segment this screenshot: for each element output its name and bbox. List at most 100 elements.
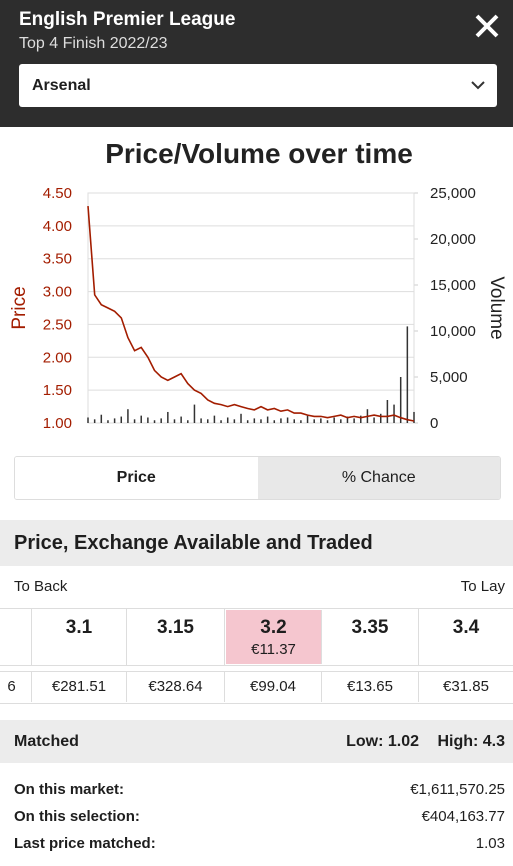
volume-bar: [226, 417, 229, 423]
y-tick-label: 2.00: [43, 349, 72, 366]
y2-tick-label: 5,000: [430, 369, 468, 386]
price-cell[interactable]: 3.4: [452, 617, 480, 638]
volume-bar: [386, 400, 389, 423]
volume-bar: [160, 418, 162, 423]
header-title: English Premier League: [19, 9, 236, 30]
y2-tick-label: 25,000: [430, 185, 476, 202]
traded-amount: €11.37: [251, 641, 296, 658]
close-button[interactable]: [473, 12, 501, 40]
volume-bar: [406, 326, 409, 423]
header: English Premier League Top 4 Finish 2022…: [0, 0, 513, 127]
price-cell: [0, 609, 32, 665]
y-tick-label: 4.00: [43, 218, 72, 235]
price-row: 3.1 3.15 3.2 €11.37 3.35 3.4: [0, 608, 513, 666]
volume-bar: [340, 419, 342, 423]
volume-bar: [187, 420, 189, 423]
volume-bar: [180, 416, 182, 423]
y-tick-label: 4.50: [43, 185, 72, 202]
y2-tick-label: 15,000: [430, 277, 476, 294]
available-row: [0, 671, 513, 704]
y-tick-label: 1.50: [43, 382, 72, 399]
volume-bar: [346, 416, 349, 423]
price-cell[interactable]: 3.1: [32, 609, 127, 665]
volume-bar: [200, 418, 202, 423]
to-back: To Back: [14, 578, 68, 595]
stat-value: €404,163.77: [421, 808, 505, 825]
volume-bar: [220, 420, 222, 423]
chart-title: Price/Volume over time: [105, 138, 413, 169]
price: 3.2: [260, 617, 287, 638]
volume-bar: [213, 415, 216, 423]
volume-bar: [207, 419, 209, 423]
available-amount: €328.64: [127, 672, 225, 702]
y-tick-label: 2.50: [43, 316, 72, 333]
volume-bar: [107, 420, 109, 423]
volume-bar: [306, 415, 309, 423]
stat-value: €1,611,570.25: [410, 781, 505, 798]
y-axis-label: Price: [9, 286, 30, 329]
available-amount: €31.85: [443, 678, 489, 695]
volume-bar: [87, 417, 89, 423]
volume-bar: [193, 404, 196, 423]
available-amount: €281.51: [32, 672, 127, 702]
y-tick-label: 3.50: [43, 251, 72, 268]
y-tick-label: 1.00: [43, 415, 72, 432]
y2-tick-label: 0: [430, 415, 438, 432]
tabs: Price % Chance: [14, 456, 501, 500]
volume-bar: [246, 420, 249, 423]
volume-bar: [147, 417, 149, 423]
volume-bar: [113, 418, 116, 423]
volume-bar: [320, 418, 322, 423]
volume-bar: [286, 417, 289, 423]
volume-bar: [393, 404, 395, 423]
matched-label: Matched: [14, 733, 79, 750]
available-amount: 6: [0, 672, 32, 702]
tab-chance[interactable]: % Chance: [257, 457, 500, 499]
price-cell[interactable]: 3.35: [322, 609, 419, 665]
volume-bar: [300, 420, 302, 423]
y2-axis-label: Volume: [486, 276, 507, 339]
stat-value: 1.03: [475, 835, 505, 852]
volume-bar: [326, 420, 329, 423]
stat-label: On this market:: [14, 781, 125, 798]
price-cell[interactable]: 3.15: [127, 609, 225, 665]
volume-bar: [379, 413, 382, 423]
y2-tick-label: 10,000: [430, 323, 476, 340]
dropdown-arrow: [471, 81, 485, 90]
volume-bar: [333, 417, 335, 423]
volume-bar: [173, 419, 176, 423]
volume-bar: [167, 411, 169, 423]
selection-dropdown[interactable]: Arsenal: [19, 64, 497, 107]
volume-bar: [233, 419, 236, 423]
volume-bar: [133, 419, 136, 423]
volume-bar: [373, 417, 375, 423]
volume-bar: [120, 416, 123, 423]
available-amount: €13.65: [322, 672, 419, 702]
available-amount: €99.04: [225, 672, 322, 702]
tab-price[interactable]: Price: [15, 457, 258, 499]
volume-bar: [140, 415, 142, 423]
volume-bar: [93, 419, 96, 423]
y-tick-label: 3.00: [43, 284, 72, 301]
volume-bar: [240, 413, 242, 423]
volume-bar: [413, 411, 415, 423]
volume-bar: [360, 415, 362, 423]
y2-tick-label: 20,000: [430, 231, 476, 248]
stat-label: On this selection:: [14, 808, 140, 825]
volume-bar: [293, 419, 295, 423]
to-lay: To Lay: [460, 578, 505, 595]
plot-frame: [87, 192, 415, 424]
price-cell-traded[interactable]: 3.2 €11.37: [226, 610, 322, 664]
chart: Price/Volume over time 1.00 1.50 2.00 2.50 3…: [9, 138, 507, 432]
volume-bar: [273, 420, 276, 423]
header-subtitle: Top 4 Finish 2022/23: [19, 35, 168, 52]
volume-bar: [153, 420, 156, 423]
volume-bar: [127, 409, 129, 423]
volume-bar: [280, 418, 282, 423]
price-line: [87, 206, 415, 422]
matched-low: Low: 1.02: [346, 733, 419, 750]
volume-bar: [266, 416, 269, 423]
volume-bar: [253, 418, 256, 423]
section-title: Price, Exchange Available and Traded: [14, 532, 373, 554]
